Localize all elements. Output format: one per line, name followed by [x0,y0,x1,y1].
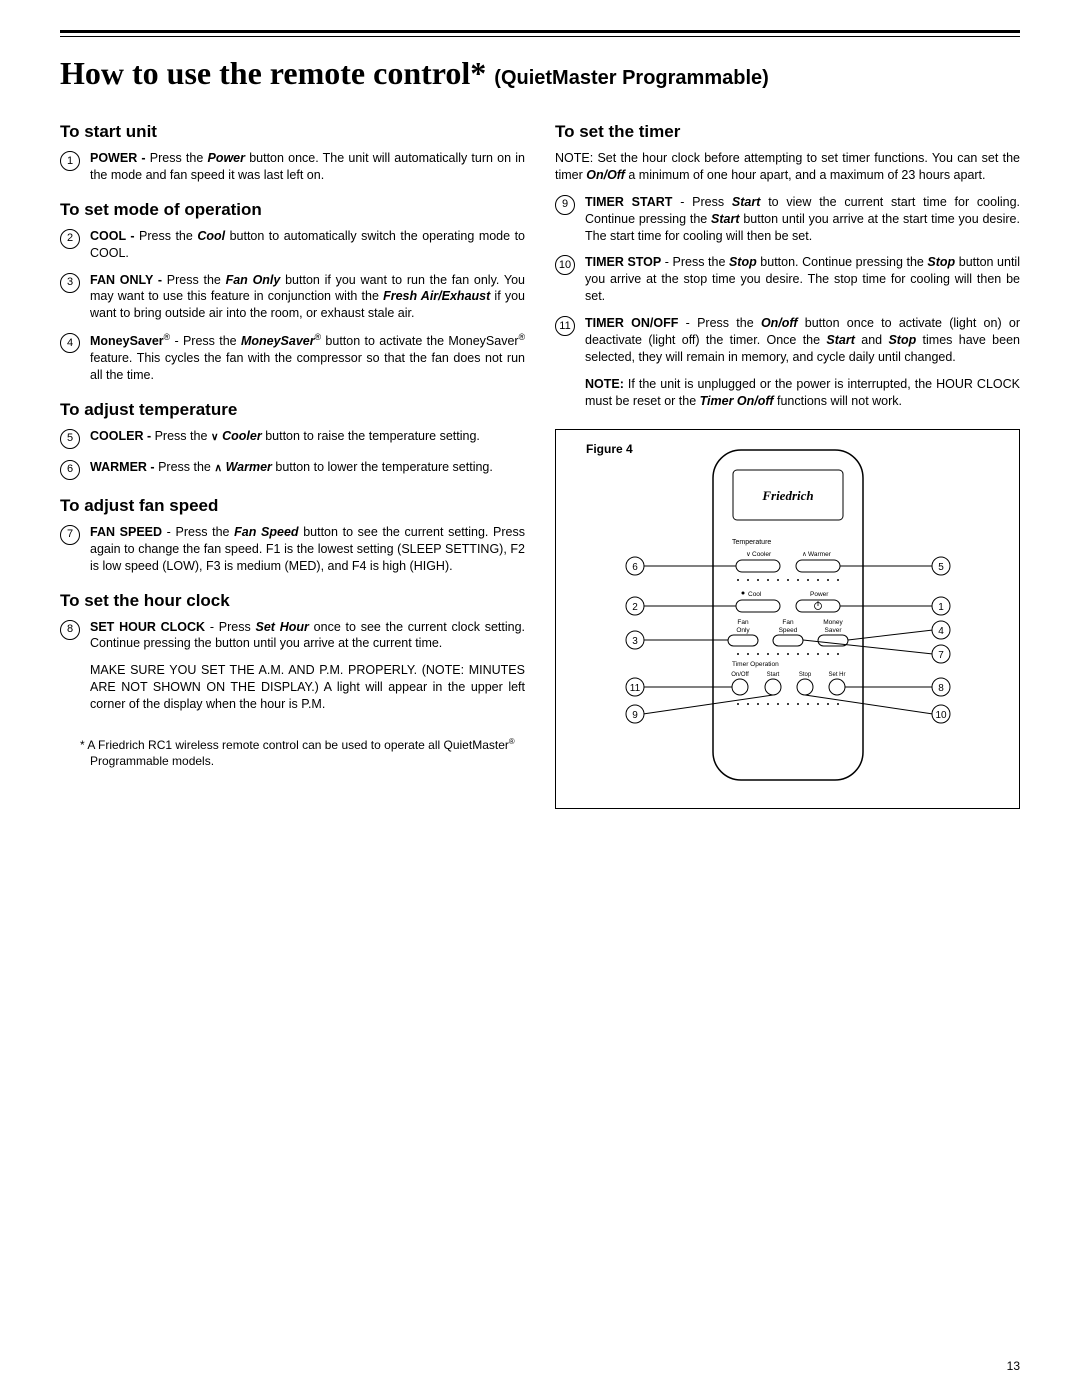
item-6: 6 WARMER - Press the ∧ Warmer button to … [60,459,525,480]
heading-temp: To adjust temperature [60,400,525,420]
item-8: 8 SET HOUR CLOCK - Press Set Hour once t… [60,619,525,653]
timer-note: NOTE: Set the hour clock before attempti… [555,150,1020,184]
svg-text:Fan: Fan [782,619,794,626]
bullet-5: 5 [60,429,80,449]
bullet-7: 7 [60,525,80,545]
item-5: 5 COOLER - Press the ∨ Cooler button to … [60,428,525,449]
item-3: 3 FAN ONLY - Press the Fan Only button i… [60,272,525,323]
rule-thin [60,36,1020,37]
svg-text:Money: Money [823,619,843,626]
svg-text:5: 5 [938,562,944,573]
svg-text:8: 8 [938,683,944,694]
heading-mode: To set mode of operation [60,200,525,220]
item-4: 4 MoneySaver® - Press the MoneySaver® bu… [60,332,525,384]
item-9: 9 TIMER START - Press Start to view the … [555,194,1020,245]
item-5-text: COOLER - Press the ∨ Cooler button to ra… [90,428,525,445]
svg-text:Warmer: Warmer [808,551,832,558]
heading-start-unit: To start unit [60,122,525,142]
bullet-10: 10 [555,255,575,275]
svg-text:Only: Only [736,627,750,634]
svg-text:Set Hr: Set Hr [828,672,845,678]
svg-text:∨: ∨ [746,551,751,558]
chevron-down-icon: ∨ [211,430,219,444]
svg-text:Fan: Fan [737,619,749,626]
svg-text:Cool: Cool [748,591,762,598]
svg-text:11: 11 [629,683,640,694]
item-11-text: TIMER ON/OFF - Press the On/off button o… [585,315,1020,366]
figure-label: Figure 4 [586,442,633,456]
svg-text:7: 7 [938,650,944,661]
bullet-4: 4 [60,333,80,353]
svg-text:1: 1 [938,602,944,613]
svg-text:2: 2 [632,602,638,613]
bullet-6: 6 [60,460,80,480]
footnote: * A Friedrich RC1 wireless remote contro… [60,737,525,769]
svg-text:Timer Operation: Timer Operation [732,661,779,668]
svg-text:Stop: Stop [798,672,811,678]
left-column: To start unit 1 POWER - Press the Power … [60,106,525,809]
item-2: 2 COOL - Press the Cool button to automa… [60,228,525,262]
item-7-text: FAN SPEED - Press the Fan Speed button t… [90,524,525,575]
remote-diagram: Friedrich Temperature ∨ Cooler ∧ Warmer … [568,442,1008,792]
item-11: 11 TIMER ON/OFF - Press the On/off butto… [555,315,1020,366]
item-1: 1 POWER - Press the Power button once. T… [60,150,525,184]
svg-text:Speed: Speed [778,627,797,634]
svg-text:4: 4 [938,626,944,637]
bullet-11: 11 [555,316,575,336]
two-column-layout: To start unit 1 POWER - Press the Power … [60,106,1020,809]
svg-text:On/Off: On/Off [731,672,749,678]
heading-timer: To set the timer [555,122,1020,142]
item-6-text: WARMER - Press the ∧ Warmer button to lo… [90,459,525,476]
svg-text:9: 9 [632,710,638,721]
bullet-1: 1 [60,151,80,171]
bullet-9: 9 [555,195,575,215]
bullet-8: 8 [60,620,80,640]
item-7: 7 FAN SPEED - Press the Fan Speed button… [60,524,525,575]
item-10-text: TIMER STOP - Press the Stop button. Cont… [585,254,1020,305]
item-10: 10 TIMER STOP - Press the Stop button. C… [555,254,1020,305]
item-9-text: TIMER START - Press Start to view the cu… [585,194,1020,245]
item-8-text: SET HOUR CLOCK - Press Set Hour once to … [90,619,525,653]
svg-text:Cooler: Cooler [752,551,772,558]
bullet-3: 3 [60,273,80,293]
heading-hourclock: To set the hour clock [60,591,525,611]
svg-text:Saver: Saver [824,627,842,634]
svg-text:∧: ∧ [802,551,807,558]
rule-thick [60,30,1020,33]
brand-label: Friedrich [761,488,813,503]
item-1-text: POWER - Press the Power button once. The… [90,150,525,184]
item-2-text: COOL - Press the Cool button to automati… [90,228,525,262]
hourclock-extra: MAKE SURE YOU SET THE A.M. AND P.M. PROP… [90,662,525,713]
right-column: To set the timer NOTE: Set the hour cloc… [555,106,1020,809]
timer-note2: NOTE: If the unit is unplugged or the po… [585,376,1020,410]
top-rule-group [60,30,1020,37]
bullet-2: 2 [60,229,80,249]
svg-text:6: 6 [632,562,638,573]
page-title: How to use the remote control* (QuietMas… [60,55,1020,92]
title-sub: (QuietMaster Programmable) [494,67,769,89]
page-number: 13 [1007,1359,1020,1373]
svg-text:Start: Start [766,672,779,678]
item-4-text: MoneySaver® - Press the MoneySaver® butt… [90,332,525,384]
svg-text:Power: Power [810,591,829,598]
figure-4: Figure 4 Friedrich Temperature ∨ Cooler … [555,429,1020,809]
svg-text:3: 3 [632,636,638,647]
heading-fan: To adjust fan speed [60,496,525,516]
svg-text:10: 10 [935,710,947,721]
svg-text:Temperature: Temperature [732,539,771,546]
chevron-up-icon: ∧ [214,461,222,475]
item-3-text: FAN ONLY - Press the Fan Only button if … [90,272,525,323]
title-main: How to use the remote control* [60,55,486,91]
